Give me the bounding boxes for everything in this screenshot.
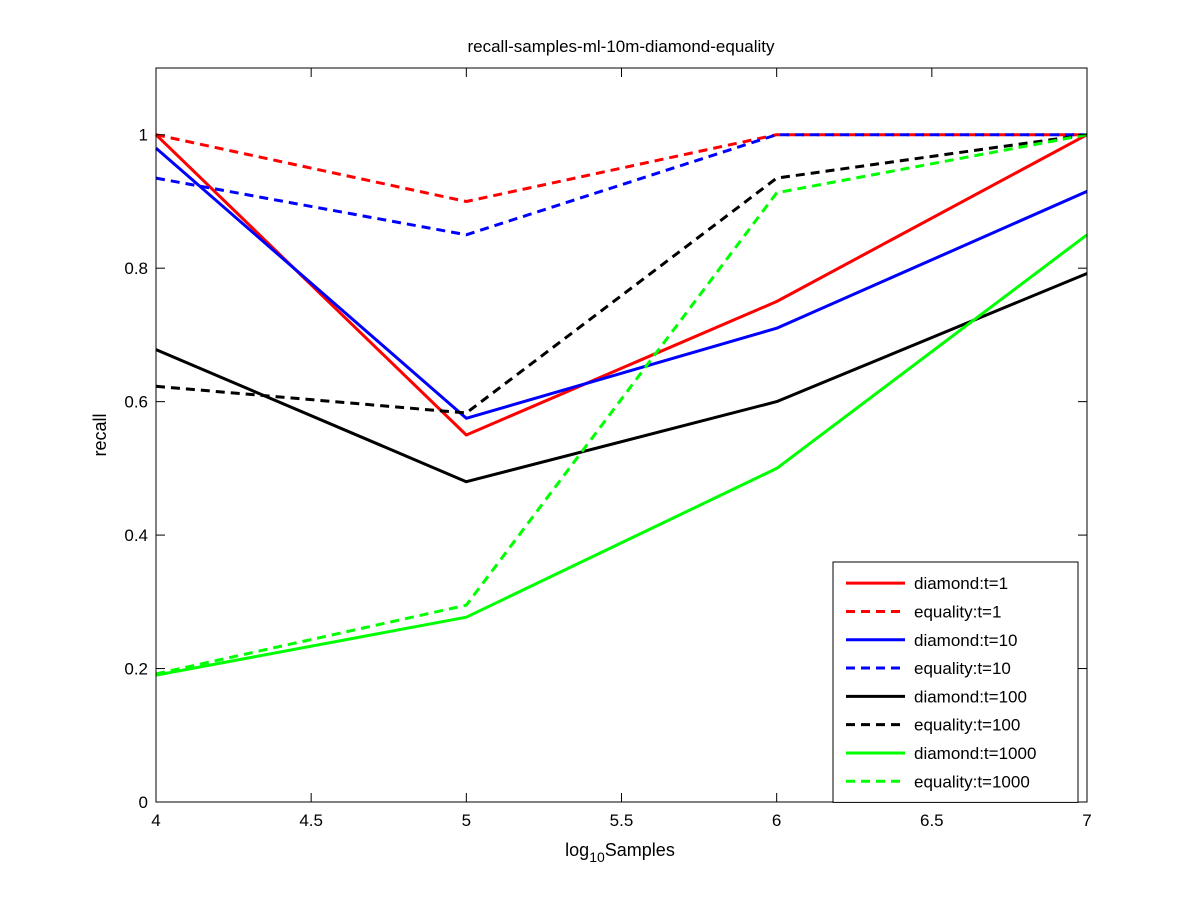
series-line-8 — [155, 133, 1088, 676]
legend-label-4: equality:t=10 — [914, 659, 1011, 678]
series-line-7 — [155, 233, 1088, 677]
y-tick-labels: 0 0.2 0.4 0.6 0.8 1 — [124, 126, 148, 812]
series-line-3 — [155, 146, 1088, 420]
x-axis-label-suffix: Samples — [605, 840, 675, 860]
x-tick-label-1: 4.5 — [299, 811, 323, 830]
series-line-6 — [155, 133, 1088, 415]
x-tick-label-4: 6 — [772, 811, 781, 830]
legend-label-2: equality:t=1 — [914, 602, 1001, 621]
y-tick-label-5: 1 — [139, 126, 148, 145]
y-axis-label: recall — [90, 413, 110, 456]
series-line-4 — [155, 133, 1087, 237]
y-tick-label-0: 0 — [139, 793, 148, 812]
legend-label-3: diamond:t=10 — [914, 631, 1018, 650]
x-tick-labels: 4 4.5 5 5.5 6 6.5 7 — [151, 811, 1091, 830]
x-tick-label-2: 5 — [462, 811, 471, 830]
y-tick-label-4: 0.8 — [124, 259, 148, 278]
series-layer — [154, 133, 1088, 677]
x-tick-label-5: 6.5 — [920, 811, 944, 830]
x-tick-label-0: 4 — [151, 811, 160, 830]
series-line-2 — [155, 133, 1087, 203]
legend-box — [832, 561, 1079, 803]
legend-label-6: equality:t=100 — [914, 716, 1020, 735]
y-tick-label-1: 0.2 — [124, 660, 148, 679]
legend-label-7: diamond:t=1000 — [914, 744, 1036, 763]
chart-title: recall-samples-ml-10m-diamond-equality — [467, 37, 775, 56]
series-line-5 — [155, 272, 1088, 484]
legend-label-8: equality:t=1000 — [914, 772, 1030, 791]
x-tick-label-6: 7 — [1082, 811, 1091, 830]
legend-label-5: diamond:t=100 — [914, 687, 1027, 706]
x-axis-label: log10Samples — [565, 840, 675, 865]
legend-label-1: diamond:t=1 — [914, 574, 1008, 593]
x-tick-label-3: 5.5 — [610, 811, 634, 830]
y-tick-label-3: 0.6 — [124, 393, 148, 412]
legend: diamond:t=1 equality:t=1 diamond:t=10 equal… — [832, 561, 1079, 803]
x-axis-label-subscript: 10 — [589, 849, 605, 865]
x-axis-label-prefix: log — [565, 840, 589, 860]
y-tick-label-2: 0.4 — [124, 526, 148, 545]
